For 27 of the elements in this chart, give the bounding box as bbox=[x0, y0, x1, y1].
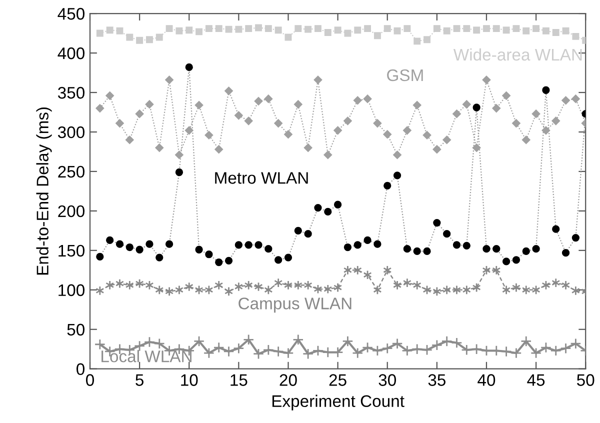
series-label: GSM bbox=[387, 69, 423, 82]
x-tick-label: 20 bbox=[280, 374, 297, 386]
y-tick-label: 50 bbox=[67, 324, 84, 336]
series-label: Local WLAN bbox=[102, 350, 192, 362]
y-tick-label: 450 bbox=[58, 8, 84, 20]
x-tick-label: 5 bbox=[136, 374, 144, 386]
x-tick-label: 25 bbox=[329, 374, 346, 386]
x-tick-label: 40 bbox=[478, 374, 496, 386]
y-tick-label: 100 bbox=[58, 284, 84, 296]
y-tick-label: 250 bbox=[58, 166, 84, 178]
x-tick-label: 45 bbox=[527, 374, 545, 386]
x-axis-title: Experiment Count bbox=[272, 394, 404, 410]
y-tick-label: 350 bbox=[58, 86, 84, 99]
x-tick-label: 10 bbox=[181, 374, 198, 386]
y-tick-label: 150 bbox=[58, 244, 84, 257]
y-tick-label: 400 bbox=[58, 47, 84, 60]
y-tick-label: 0 bbox=[76, 363, 84, 376]
y-tick-label: 300 bbox=[58, 126, 84, 138]
x-tick-label: 15 bbox=[230, 374, 248, 386]
x-tick-label: 30 bbox=[378, 374, 396, 386]
series-label: Metro WLAN bbox=[215, 172, 308, 184]
x-tick-label: 50 bbox=[577, 374, 594, 386]
x-tick-label: 0 bbox=[86, 374, 94, 386]
x-tick-label: 35 bbox=[428, 374, 446, 386]
y-tick-label: 200 bbox=[58, 205, 84, 218]
y-axis-title: End-to-End Delay (ms) bbox=[36, 107, 52, 275]
series-label: Campus WLAN bbox=[238, 298, 352, 313]
